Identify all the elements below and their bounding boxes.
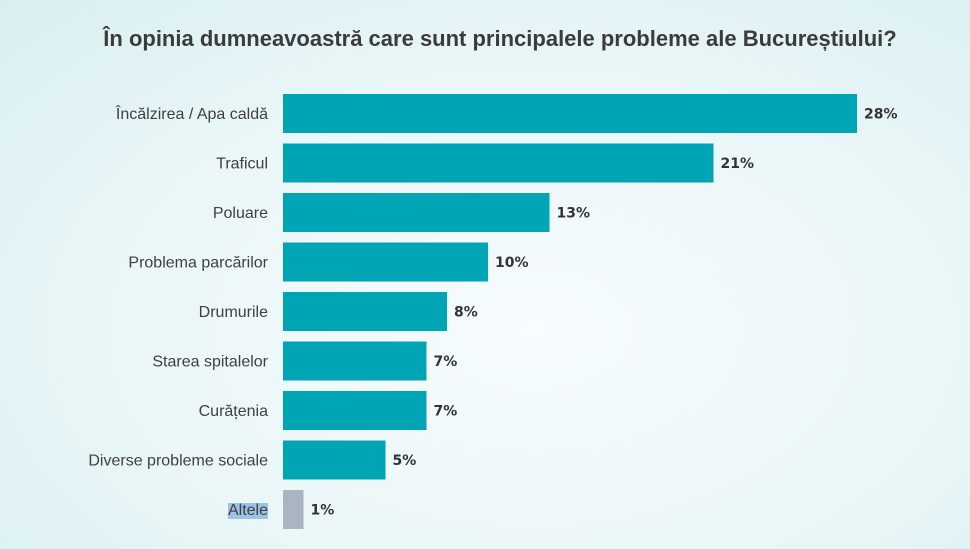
bar: [283, 143, 714, 183]
value-label: 1%: [311, 503, 335, 519]
bar: [283, 94, 857, 133]
value-label: 28%: [864, 107, 898, 123]
category-label: Altele: [228, 502, 268, 519]
bar: [283, 292, 447, 331]
category-label: Problema parcărilor: [128, 255, 268, 272]
category-label: Drumurile: [199, 304, 268, 321]
bar: [283, 490, 304, 529]
bar: [283, 193, 550, 232]
selection-highlight: [227, 503, 269, 519]
chart-title: În opinia dumneavoastră care sunt princi…: [103, 26, 897, 51]
value-label: 7%: [434, 404, 458, 420]
bar: [283, 341, 427, 381]
value-label: 7%: [434, 354, 458, 370]
category-label: Starea spitalelor: [152, 354, 268, 371]
category-label: Curățenia: [199, 403, 268, 420]
bar: [283, 242, 488, 282]
value-label: 13%: [557, 206, 591, 222]
value-label: 5%: [393, 453, 417, 469]
bar: [283, 391, 427, 430]
category-label: Diverse probleme sociale: [88, 453, 268, 470]
value-label: 8%: [454, 305, 478, 321]
value-label: 21%: [721, 156, 755, 172]
category-label: Poluare: [213, 205, 268, 222]
value-label: 10%: [495, 255, 529, 271]
category-label: Încălzirea / Apa caldă: [115, 104, 268, 123]
category-label: Traficul: [216, 156, 268, 173]
bar: [283, 440, 386, 480]
